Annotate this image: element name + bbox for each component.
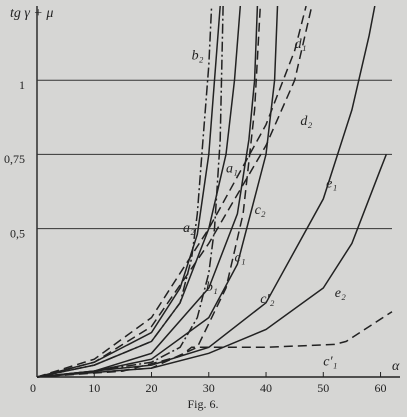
y-axis-label: tg γ + μ [10,6,53,21]
curve-label: b₁ [206,280,218,295]
x-tick-label: 40 [260,381,272,395]
curve-label: d₂ [300,114,312,129]
x-tick-label: 20 [146,381,158,395]
curve [37,154,387,378]
x-tick-label: 30 [203,381,215,395]
curve-label: b₂ [192,49,204,64]
curve [37,6,242,378]
curve [37,6,307,378]
curve-label: e₁ [326,176,337,191]
y-tick-label: 0,75 [4,152,25,166]
curve-label: a₂ [183,221,195,236]
y-tick-label: 1 [19,78,25,92]
x-axis-label: α [392,359,400,374]
x-tick-label: 10 [88,381,100,395]
curve-label: c₂ [255,203,266,218]
curve [37,6,262,378]
curve-label: e₂ [335,286,346,301]
curve [37,6,224,378]
y-tick-label: 0,5 [10,226,25,240]
curve [37,6,221,378]
curve [37,6,259,378]
curve-label: a₁ [226,161,238,176]
curve-label: c′₁ [323,354,337,369]
curve [37,6,313,378]
curve [37,6,376,378]
curve-label: d₁ [295,37,307,52]
curve [37,6,213,378]
x-tick-label: 0 [30,381,36,395]
caption: Fig. 6. [187,397,218,411]
curve [37,311,393,378]
curve [37,6,279,378]
x-tick-label: 50 [317,381,329,395]
x-tick-label: 60 [375,381,387,395]
curve-label: c₁ [235,250,246,265]
